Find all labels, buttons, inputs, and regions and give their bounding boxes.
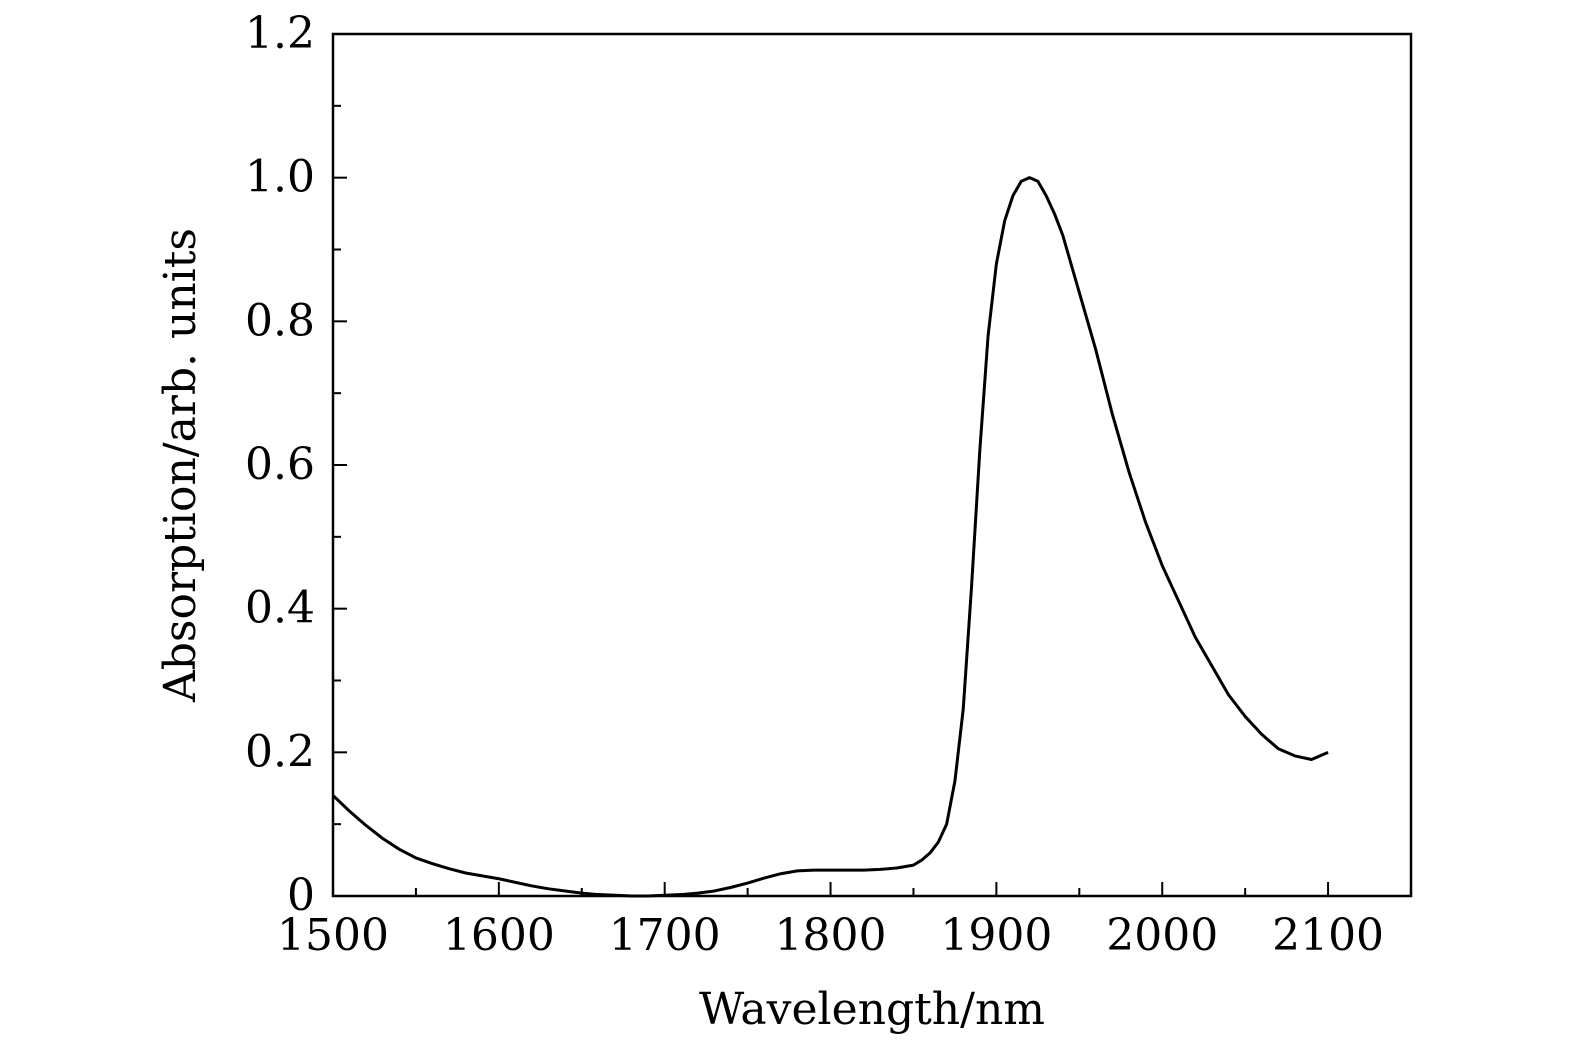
x-tick-label: 2100 — [1272, 910, 1384, 961]
y-tick-label: 0.8 — [245, 295, 315, 346]
x-tick-label: 1500 — [277, 910, 389, 961]
x-tick-label: 1900 — [940, 910, 1052, 961]
x-tick-label: 2000 — [1106, 910, 1218, 961]
y-tick-label: 0.6 — [245, 439, 315, 490]
axis-ticks — [332, 33, 1330, 897]
y-tick-label: 0 — [287, 870, 315, 921]
x-tick-label: 1700 — [609, 910, 721, 961]
x-axis-title: Wavelength/nm — [699, 984, 1045, 1035]
y-tick-label: 1.0 — [245, 152, 315, 203]
x-tick-label: 1600 — [443, 910, 555, 961]
x-tick-label: 1800 — [775, 910, 887, 961]
y-axis-title: Absorption/arb. units — [155, 228, 206, 703]
y-tick-label: 1.2 — [245, 8, 315, 59]
absorption-curve — [331, 176, 1329, 898]
plot-frame — [331, 32, 1413, 898]
y-tick-label: 0.4 — [245, 583, 315, 634]
axis-tick-labels: 1500 1600 1700 1800 1900 2000 2100 0 0.2 0.4 0.6 0.… — [245, 8, 1384, 961]
y-tick-label: 0.2 — [245, 726, 315, 777]
